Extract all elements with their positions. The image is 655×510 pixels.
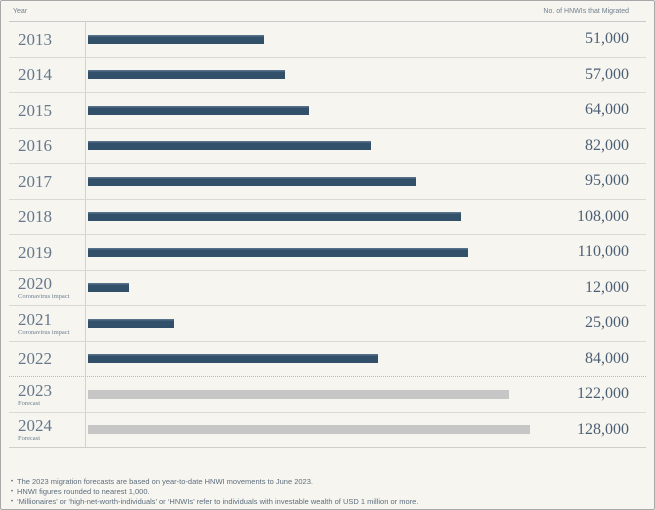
- row-label-cell: 2019: [9, 235, 86, 270]
- footnote-1: • The 2023 migration forecasts are based …: [7, 477, 646, 487]
- value-label: 12,000: [585, 278, 629, 296]
- bar-track: [86, 306, 538, 341]
- year-sublabel: Forecast: [18, 399, 41, 407]
- bar-track: [86, 93, 538, 128]
- bar-track: [86, 129, 538, 164]
- bar-2023: [88, 389, 509, 399]
- year-sublabel: Forecast: [18, 435, 41, 443]
- year-label: 2015: [18, 100, 52, 120]
- year-label: 2013: [18, 29, 52, 49]
- bar-track: [86, 200, 538, 235]
- row-label-cell: 2013: [9, 22, 86, 57]
- bar-2018: [88, 212, 461, 222]
- bar-2021: [88, 318, 174, 328]
- year-label: 2019: [18, 242, 52, 262]
- year-label: 2018: [18, 207, 52, 227]
- bullet-icon: •: [10, 479, 14, 485]
- year-sublabel: Coronavirus impact: [18, 293, 70, 301]
- bullet-icon: •: [10, 489, 14, 495]
- bar-track: [86, 235, 538, 270]
- year-label: 2023: [18, 380, 52, 400]
- bullet-icon: •: [10, 499, 14, 505]
- bar-track: [86, 377, 538, 412]
- year-label: 2020: [18, 274, 52, 294]
- value-axis-label: No. of HNWIs that Migrated: [543, 7, 629, 15]
- footnote-text: ‘Millionaires’ or ‘high-net-worth-indivi…: [17, 497, 419, 506]
- bar-2014: [88, 70, 285, 80]
- chart-row-2017: 2017 95,000: [9, 164, 646, 200]
- year-sublabel: Coronavirus impact: [18, 328, 70, 336]
- value-label: 95,000: [585, 172, 629, 190]
- bar-track: [86, 342, 538, 377]
- bar-2016: [88, 141, 371, 151]
- row-label-cell: 2015: [9, 93, 86, 128]
- row-label-cell: 2014: [9, 57, 86, 92]
- bar-track: [86, 271, 538, 306]
- bar-track: [86, 413, 538, 448]
- bar-track: [86, 164, 538, 199]
- value-label: 82,000: [585, 136, 629, 154]
- chart-rows: 2013 51,000 2014 57,000 2015 64,000 2016: [9, 22, 646, 448]
- chart-row-2018: 2018 108,000: [9, 199, 646, 235]
- bar-2019: [88, 247, 468, 257]
- footnote-2: • HNWI figures rounded to nearest 1,000.: [7, 487, 646, 497]
- chart-row-2016: 2016 82,000: [9, 128, 646, 164]
- year-axis-label: Year: [13, 7, 28, 15]
- bar-2013: [88, 34, 264, 44]
- year-label: 2024: [18, 416, 52, 436]
- bar-2024: [88, 425, 530, 435]
- row-label-cell: 2023 Forecast: [9, 377, 86, 412]
- value-label: 110,000: [577, 243, 629, 261]
- row-label-cell: 2022: [9, 341, 86, 376]
- value-label: 25,000: [585, 314, 629, 332]
- chart-row-2022: 2022 84,000: [9, 341, 646, 377]
- value-label: 57,000: [585, 65, 629, 83]
- chart-row-2020: 2020 Coronavirus impact 12,000: [9, 270, 646, 306]
- chart-area: Year No. of HNWIs that Migrated 2013 51,…: [9, 1, 646, 448]
- footnotes-list: • The 2023 migration forecasts are based …: [7, 477, 646, 507]
- chart-row-2019: 2019 110,000: [9, 235, 646, 271]
- row-label-cell: 2024 Forecast: [9, 412, 86, 447]
- chart-row-2014: 2014 57,000: [9, 57, 646, 93]
- chart-row-2015: 2015 64,000: [9, 93, 646, 129]
- year-label: 2014: [18, 65, 52, 85]
- bar-2015: [88, 105, 309, 115]
- year-label: 2021: [18, 309, 52, 329]
- chart-row-2024: 2024 Forecast 128,000: [9, 412, 646, 448]
- row-label-cell: 2018: [9, 199, 86, 234]
- value-label: 84,000: [585, 349, 629, 367]
- value-label: 128,000: [577, 420, 629, 438]
- year-label: 2016: [18, 136, 52, 156]
- year-label: 2022: [18, 349, 52, 369]
- footnote-3: • ‘Millionaires’ or ‘high-net-worth-indiv…: [7, 497, 646, 507]
- footnote-text: HNWI figures rounded to nearest 1,000.: [17, 487, 150, 496]
- value-label: 64,000: [585, 101, 629, 119]
- chart-header: Year No. of HNWIs that Migrated: [9, 1, 646, 22]
- value-label: 51,000: [585, 30, 629, 48]
- bar-2022: [88, 354, 378, 364]
- bar-2017: [88, 176, 416, 186]
- row-label-cell: 2017: [9, 164, 86, 199]
- bar-2020: [88, 283, 129, 293]
- bar-track: [86, 58, 538, 93]
- row-label-cell: 2021 Coronavirus impact: [9, 306, 86, 341]
- bar-track: [86, 22, 538, 57]
- footnote-text: The 2023 migration forecasts are based o…: [17, 477, 313, 486]
- row-label-cell: 2016: [9, 128, 86, 163]
- row-label-cell: 2020 Coronavirus impact: [9, 270, 86, 305]
- value-label: 108,000: [577, 207, 629, 225]
- year-label: 2017: [18, 171, 52, 191]
- chart-row-2021: 2021 Coronavirus impact 25,000: [9, 306, 646, 342]
- chart-row-2013: 2013 51,000: [9, 22, 646, 58]
- value-label: 122,000: [577, 385, 629, 403]
- chart-row-2023: 2023 Forecast 122,000: [9, 377, 646, 413]
